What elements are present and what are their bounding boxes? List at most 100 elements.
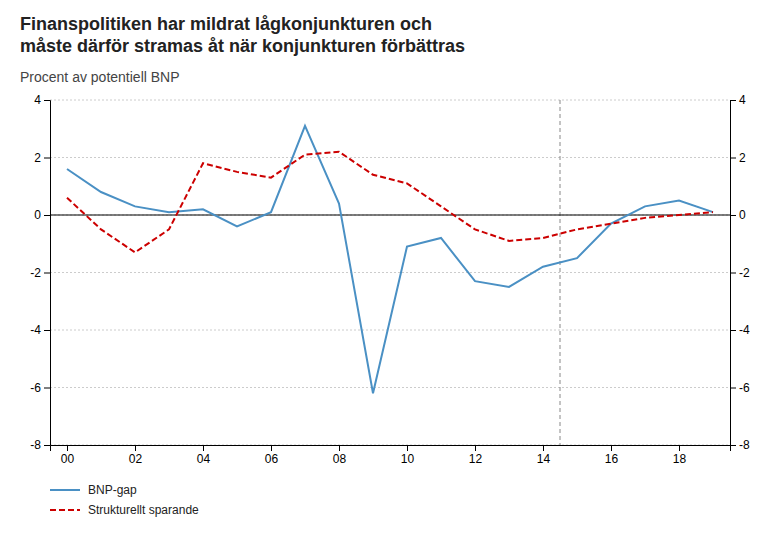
x-tick-label: 00	[61, 452, 75, 466]
y2-tick: 0	[730, 208, 746, 222]
x-tick-label: 18	[673, 452, 687, 466]
legend-item: Strukturellt sparande	[50, 503, 199, 517]
page: {"chart_data": { "type": "line", "title"…	[0, 0, 780, 540]
title: måste därför stramas åt när konjunkturen…	[20, 36, 465, 56]
y-tick-label: -2	[30, 266, 41, 280]
y-tick-mark	[44, 445, 50, 446]
y2-tick-mark	[730, 388, 736, 389]
reference-line	[560, 100, 561, 445]
y2-tick-label: -4	[739, 323, 750, 337]
x-tick-label: 04	[197, 452, 211, 466]
y-tick: -2	[30, 266, 50, 280]
x-tick-mark	[271, 445, 272, 451]
x-tick-mark	[67, 445, 68, 451]
x-tick-label: 14	[537, 452, 551, 466]
y2-tick-mark	[730, 445, 736, 446]
x-tick-label: 10	[401, 452, 415, 466]
y2-tick: -8	[730, 438, 750, 452]
y2-tick-label: 4	[739, 93, 746, 107]
x-tick-mark	[135, 445, 136, 451]
legend-swatch	[50, 489, 80, 491]
plot-area	[50, 100, 730, 445]
x-tick-mark	[203, 445, 204, 451]
y-tick-mark	[44, 273, 50, 274]
x-tick: 12	[469, 445, 483, 466]
y2-tick-mark	[730, 215, 736, 216]
subtitle: Procent av potentiell BNP	[20, 69, 180, 85]
x-tick-mark	[611, 445, 612, 451]
x-tick-mark	[475, 445, 476, 451]
y-tick-mark	[44, 330, 50, 331]
x-tick: 00	[61, 445, 75, 466]
x-tick: 02	[129, 445, 143, 466]
y-tick: -8	[30, 438, 50, 452]
y-tick: 4	[34, 93, 50, 107]
y2-tick-mark	[730, 100, 736, 101]
y-tick-mark	[44, 215, 50, 216]
y2-tick-mark	[730, 158, 736, 159]
x-tick: 04	[197, 445, 211, 466]
y-tick: 0	[34, 208, 50, 222]
y-axis-line	[44, 101, 51, 446]
y2-axis-line	[731, 101, 737, 446]
x-tick-label: 12	[469, 452, 483, 466]
y2-tick-label: -6	[739, 381, 750, 395]
y2-tick-mark	[730, 273, 736, 274]
y-tick-mark	[44, 158, 50, 159]
grid-line	[50, 387, 730, 388]
y-tick-label: -6	[30, 381, 41, 395]
x-tick: 06	[265, 445, 279, 466]
legend-item: BNP-gap	[50, 483, 137, 497]
y2-tick-label: -2	[739, 266, 750, 280]
y2-tick-label: 2	[739, 151, 746, 165]
x-axis-line	[51, 446, 731, 452]
legend-label: Strukturellt sparande	[88, 503, 199, 517]
y-axis: -8 -6 -4 -2 0 2 4	[30, 93, 50, 452]
y2-axis: -8 -6 -4 -2 0 2 4	[730, 93, 750, 452]
y-tick-label: 2	[34, 151, 41, 165]
y-tick-label: -4	[30, 323, 41, 337]
y-tick-label: -8	[30, 438, 41, 452]
x-tick-label: 16	[605, 452, 619, 466]
y2-tick-label: 0	[739, 208, 746, 222]
y-tick-label: 4	[34, 93, 41, 107]
title: Finanspolitiken har mildrat lågkonjunktu…	[20, 14, 432, 34]
y-tick-mark	[44, 100, 50, 101]
y2-tick: -4	[730, 323, 750, 337]
x-axis: 00 02 04 06 08 10 12 14 16 18	[51, 445, 731, 466]
x-tick-label: 06	[265, 452, 279, 466]
legend-swatch	[50, 509, 80, 511]
y2-tick-mark	[730, 330, 736, 331]
x-tick: 14	[537, 445, 551, 466]
legend-label: BNP-gap	[88, 483, 137, 497]
chart: Finanspolitiken har mildrat lågkonjunktu…	[0, 0, 780, 540]
y2-tick: -6	[730, 381, 750, 395]
grid-line	[50, 100, 730, 101]
y2-tick: 4	[730, 93, 746, 107]
x-tick: 18	[673, 445, 687, 466]
y2-tick: 2	[730, 151, 746, 165]
x-tick: 10	[401, 445, 415, 466]
y-tick-mark	[44, 388, 50, 389]
grid-line	[50, 157, 730, 158]
grid-line	[50, 330, 730, 331]
grid-line	[50, 272, 730, 273]
x-tick-mark	[543, 445, 544, 451]
series-line	[67, 126, 713, 393]
y-tick-label: 0	[34, 208, 41, 222]
x-tick: 16	[605, 445, 619, 466]
x-tick-mark	[339, 445, 340, 451]
grid	[50, 100, 730, 445]
x-tick: 08	[333, 445, 347, 466]
y2-tick: -2	[730, 266, 750, 280]
legend: BNP-gap Strukturellt sparande	[50, 483, 199, 517]
series-line	[67, 152, 713, 253]
y-tick: 2	[34, 151, 50, 165]
y-tick: -4	[30, 323, 50, 337]
y-tick: -6	[30, 381, 50, 395]
x-tick-mark	[679, 445, 680, 451]
x-tick-label: 02	[129, 452, 143, 466]
y2-tick-label: -8	[739, 438, 750, 452]
x-tick-label: 08	[333, 452, 347, 466]
x-tick-mark	[407, 445, 408, 451]
